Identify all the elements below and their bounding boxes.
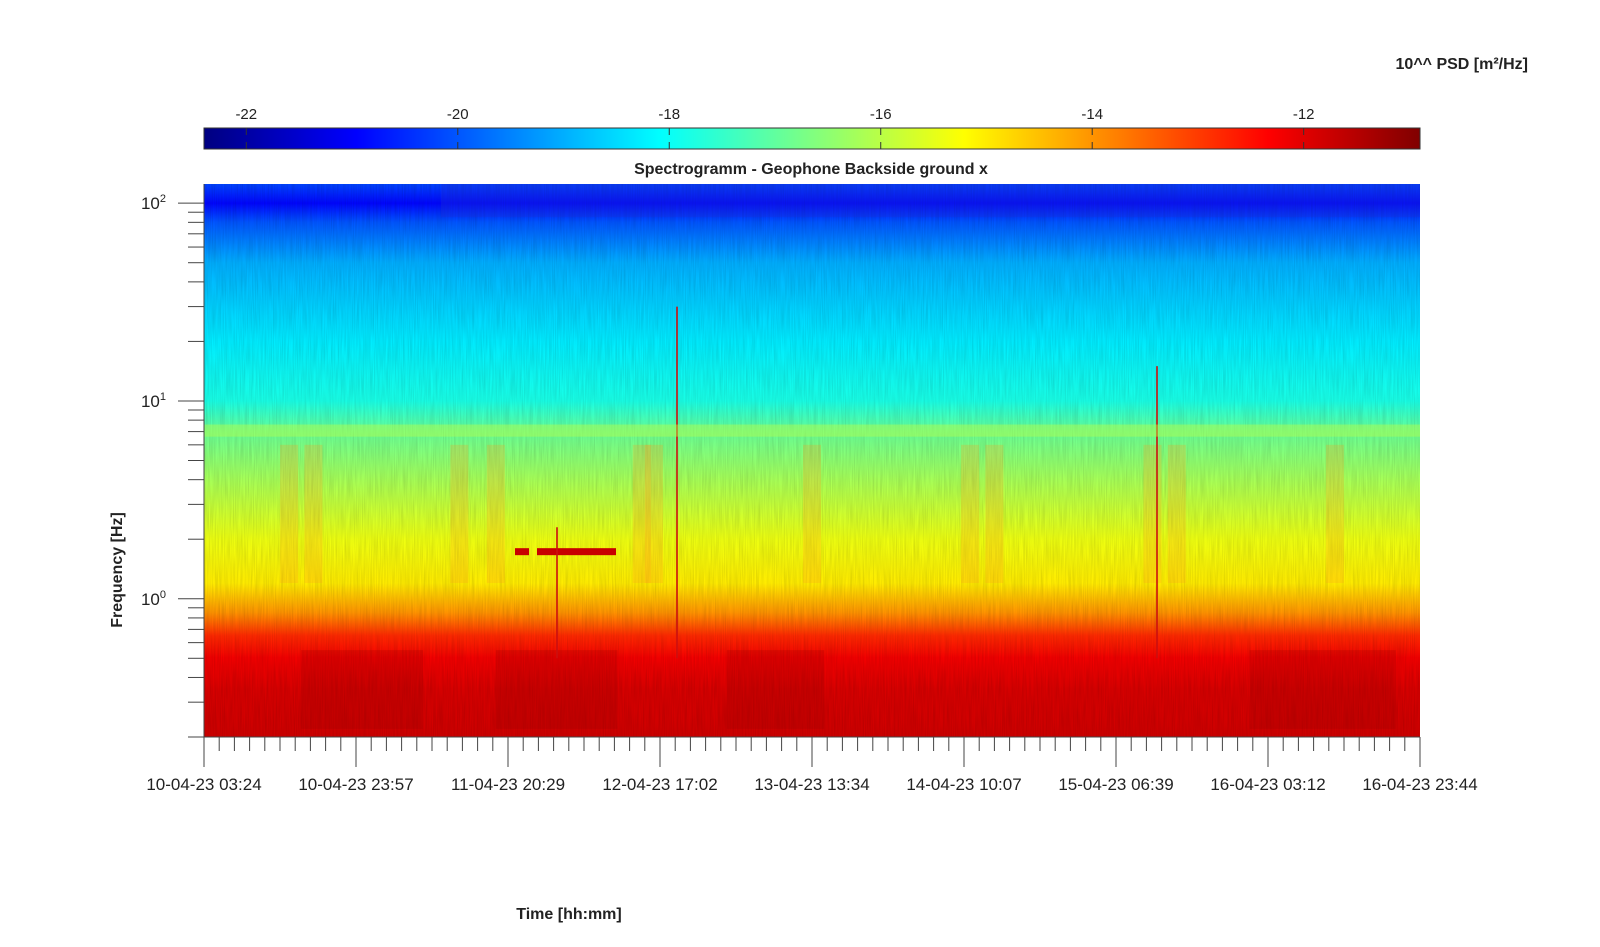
x-tick-label: 11-04-23 20:29	[451, 775, 565, 794]
spectrogram-features	[204, 184, 1420, 729]
x-tick-label: 10-04-23 03:24	[146, 775, 261, 794]
burst-mark	[644, 444, 663, 584]
y-tick-label: 100	[141, 589, 166, 609]
burst-mark	[961, 444, 980, 584]
y-axis: 100 101 102	[141, 184, 205, 738]
burst-mark	[985, 444, 1004, 584]
x-tick-label: 14-04-23 10:07	[906, 775, 1021, 794]
colorbar: -22 -20 -18 -16 -14 -12	[203, 106, 1421, 150]
chart-title: Spectrogramm - Geophone Backside ground …	[634, 161, 988, 178]
x-tick-label: 13-04-23 13:34	[754, 775, 869, 794]
x-axis-label: Time [hh:mm]	[516, 906, 621, 923]
colorbar-tick-label: -16	[870, 106, 892, 123]
burst-mark	[486, 444, 505, 584]
tonal-band	[204, 424, 1420, 437]
x-tick-label: 16-04-23 03:12	[1210, 775, 1325, 794]
low-freq-patch	[1249, 650, 1396, 729]
burst-mark	[450, 444, 469, 584]
burst-mark	[304, 444, 323, 584]
colorbar-tick-label: -22	[235, 106, 257, 123]
low-freq-patch	[495, 650, 618, 729]
x-axis: 10-04-23 03:24 10-04-23 23:57 11-04-23 20:…	[146, 736, 1478, 794]
tonal-segment	[515, 548, 529, 556]
y-tick-label: 101	[141, 391, 166, 411]
colorbar-tick-label: -12	[1293, 106, 1315, 123]
colorbar-tick-label: -18	[658, 106, 680, 123]
spectrogram-texture	[204, 184, 1420, 737]
colorbar-tick-label: -14	[1081, 106, 1103, 123]
low-freq-patch	[726, 650, 825, 729]
x-tick-label: 10-04-23 23:57	[298, 775, 413, 794]
x-tick-label: 15-04-23 06:39	[1058, 775, 1173, 794]
low-freq-patch	[301, 650, 423, 729]
colorbar-label: 10^^ PSD [m²/Hz]	[1396, 56, 1528, 73]
burst-mark	[1143, 444, 1162, 584]
x-tick-label: 16-04-23 23:44	[1362, 775, 1477, 794]
hf-band	[441, 184, 1420, 218]
burst-mark	[632, 444, 651, 584]
burst-mark	[1325, 444, 1344, 584]
colorbar-tick-label: -20	[447, 106, 469, 123]
y-axis-label: Frequency [Hz]	[109, 512, 126, 628]
burst-mark	[280, 444, 299, 584]
y-tick-label: 102	[141, 193, 166, 213]
colorbar-gradient	[203, 127, 1421, 150]
x-tick-label: 12-04-23 17:02	[602, 775, 717, 794]
burst-mark	[1167, 444, 1186, 584]
burst-mark	[803, 444, 821, 584]
tonal-segment	[537, 548, 616, 556]
plot-area	[204, 184, 1420, 737]
